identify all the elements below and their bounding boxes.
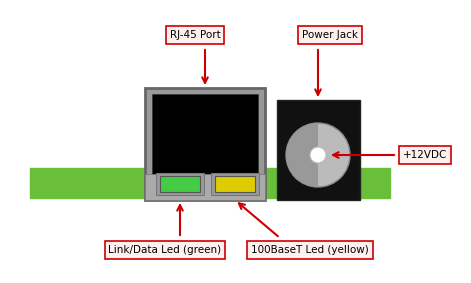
Text: +12VDC: +12VDC [403, 150, 447, 160]
FancyBboxPatch shape [145, 174, 265, 200]
Text: 100BaseT Led (yellow): 100BaseT Led (yellow) [251, 245, 369, 255]
Wedge shape [286, 123, 318, 187]
FancyBboxPatch shape [277, 100, 360, 200]
FancyBboxPatch shape [30, 168, 390, 198]
FancyBboxPatch shape [160, 176, 200, 192]
FancyBboxPatch shape [215, 176, 255, 192]
Text: Link/Data Led (green): Link/Data Led (green) [108, 245, 221, 255]
FancyBboxPatch shape [156, 173, 204, 195]
Text: Power Jack: Power Jack [302, 30, 358, 40]
Circle shape [310, 147, 326, 163]
FancyBboxPatch shape [211, 173, 259, 195]
FancyBboxPatch shape [145, 88, 265, 200]
FancyBboxPatch shape [152, 94, 258, 193]
Circle shape [286, 123, 350, 187]
Text: RJ-45 Port: RJ-45 Port [170, 30, 220, 40]
